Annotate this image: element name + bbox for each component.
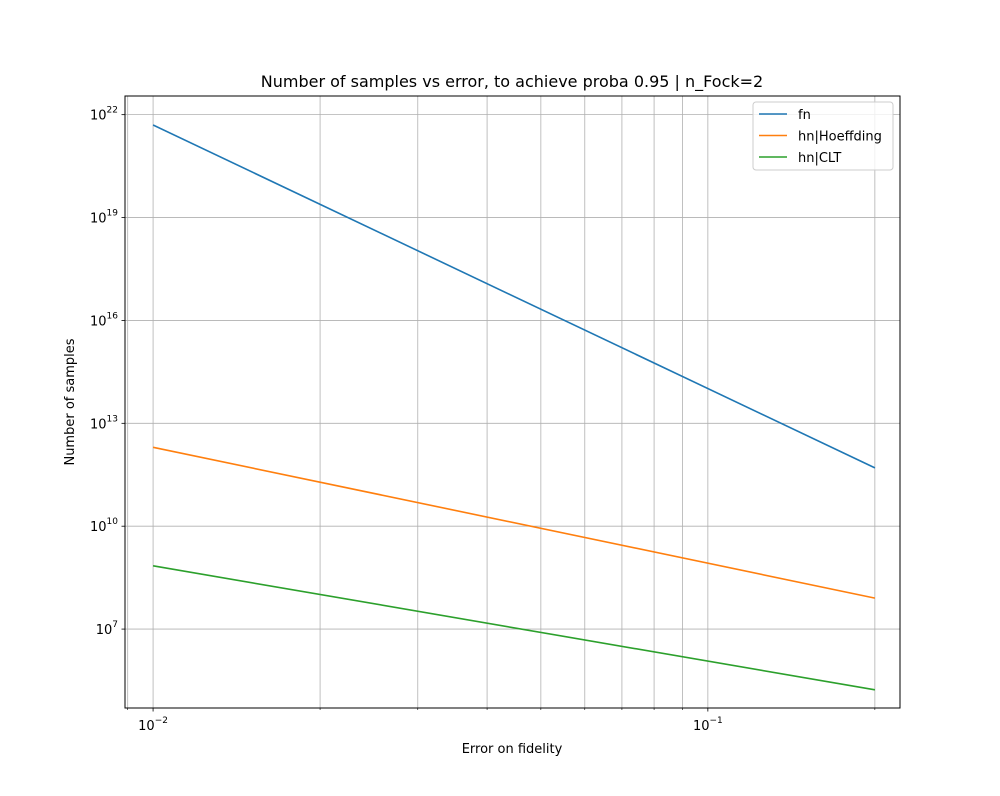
legend-label-1: hn|Hoeffding — [798, 130, 882, 145]
y-tick-label: 1010 — [90, 517, 118, 535]
y-tick-label: 1019 — [90, 209, 118, 227]
plot-frame — [124, 95, 901, 709]
chart-title: Number of samples vs error, to achieve p… — [261, 72, 763, 92]
legend-label-2: hn|CLT — [798, 151, 841, 166]
x-tick-label: 10−2 — [138, 716, 168, 734]
legend-label-0: fn — [798, 108, 811, 123]
y-tick-label: 1022 — [90, 106, 118, 124]
y-tick-label: 1016 — [90, 311, 118, 329]
legend-box — [752, 101, 894, 171]
series-line-1 — [152, 446, 876, 599]
series-lines — [152, 124, 876, 691]
y-tick-label: 1013 — [90, 414, 118, 432]
ticks: 107 1010 1013 1016 1019 1022 10−2 10−1 — [90, 106, 876, 734]
grid — [125, 96, 900, 708]
legend: fn hn|Hoeffding hn|CLT — [752, 101, 894, 171]
series-line-0 — [152, 124, 876, 469]
x-tick-label: 10−1 — [693, 716, 723, 734]
y-tick-label: 107 — [96, 620, 118, 638]
y-axis-label: Number of samples — [63, 338, 78, 465]
x-axis-label: Error on fidelity — [462, 742, 563, 757]
series-line-2 — [152, 565, 876, 691]
